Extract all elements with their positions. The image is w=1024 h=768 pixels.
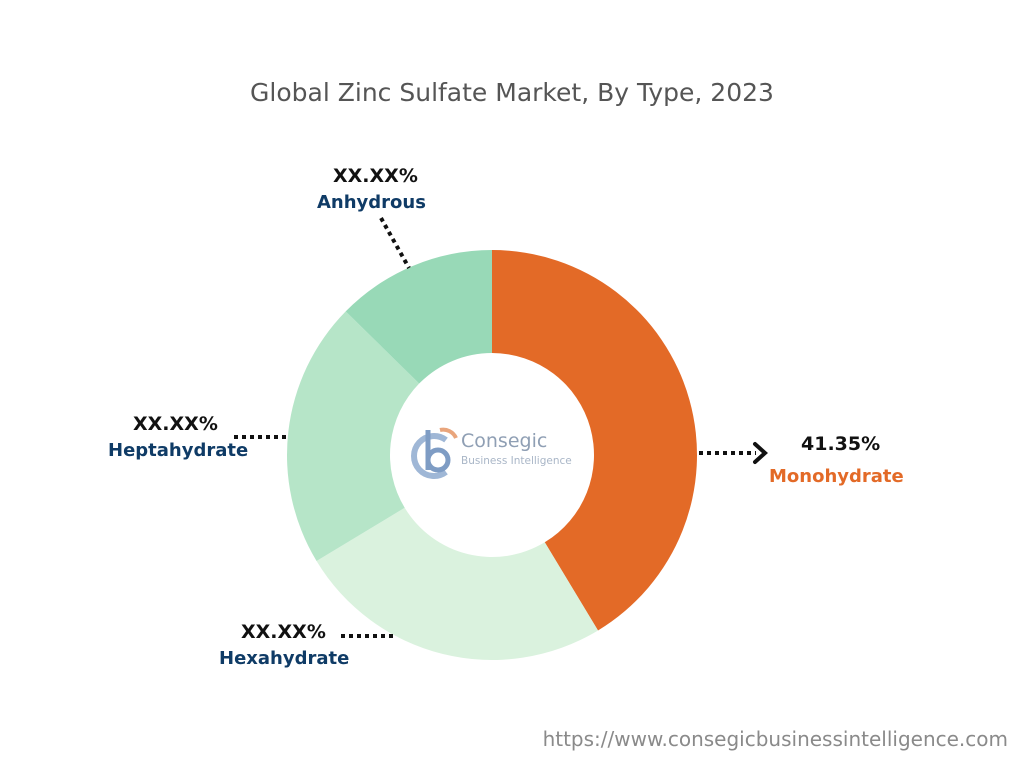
slice-value-anhydrous: XX.XX% xyxy=(333,165,418,187)
slice-label-monohydrate: Monohydrate xyxy=(769,466,904,487)
arrow-icon xyxy=(753,442,768,464)
slice-label-hexahydrate: Hexahydrate xyxy=(219,648,350,669)
slice-label-heptahydrate: Heptahydrate xyxy=(108,440,249,461)
leader-line-anhydrous xyxy=(379,217,411,269)
chart-title: Global Zinc Sulfate Market, By Type, 202… xyxy=(250,78,774,107)
slice-heptahydrate[interactable] xyxy=(287,311,420,562)
logo-c-shape xyxy=(411,433,448,479)
slice-anhydrous[interactable] xyxy=(345,250,492,384)
website-url-link[interactable]: https://www.consegicbusinessintelligence… xyxy=(542,727,1008,751)
slice-label-anhydrous: Anhydrous xyxy=(317,192,426,213)
slice-hexahydrate[interactable] xyxy=(316,507,599,660)
logo-tagline: Business Intelligence xyxy=(461,455,572,467)
logo-accent-arc xyxy=(439,427,458,439)
logo-name: Consegic xyxy=(461,430,548,452)
slice-value-heptahydrate: XX.XX% xyxy=(133,413,218,435)
logo-b-bowl xyxy=(425,447,451,473)
slice-monohydrate[interactable] xyxy=(492,250,697,631)
consegic-logo-icon xyxy=(411,427,458,479)
slice-value-hexahydrate: XX.XX% xyxy=(241,621,326,643)
slice-value-monohydrate: 41.35% xyxy=(801,433,881,455)
